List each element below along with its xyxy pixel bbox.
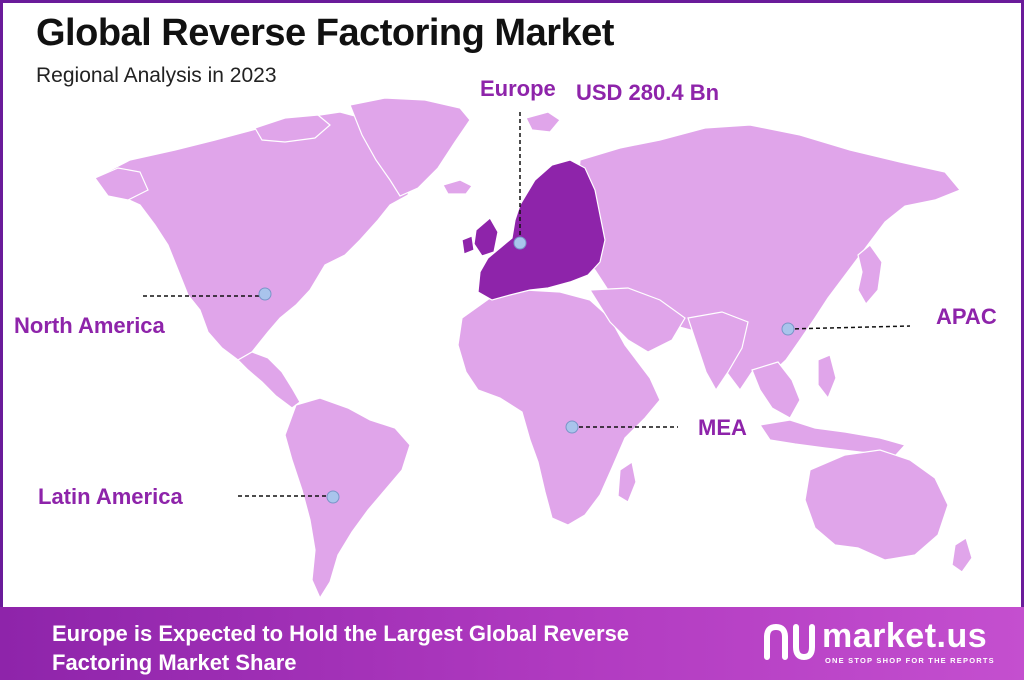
south-america-landmass — [284, 397, 411, 600]
world-map — [93, 97, 973, 600]
asia-landmass — [569, 124, 961, 392]
market-us-logo-icon — [764, 623, 815, 661]
footer-banner: Europe is Expected to Hold the Largest G… — [0, 607, 1024, 680]
leader-line-apac — [787, 325, 911, 330]
label-latin-america: Latin America — [38, 484, 183, 509]
japan-landmass — [857, 244, 883, 306]
southeast-asia-landmass — [751, 361, 801, 419]
greenland-landmass — [349, 97, 471, 197]
arctic-islands — [254, 114, 331, 143]
brand-name: market.us — [822, 617, 988, 655]
marker-europe — [513, 236, 527, 250]
marker-latin-america — [326, 490, 340, 504]
philippines-islands — [817, 354, 837, 400]
footer-text: Europe is Expected to Hold the Largest G… — [52, 621, 630, 675]
label-europe-value: USD 280.4 Bn — [576, 80, 720, 105]
australia-landmass — [804, 449, 949, 561]
brand-block: market.us ONE STOP SHOP FOR THE REPORTS — [762, 617, 1012, 669]
indonesia-islands — [758, 419, 907, 457]
brand-tagline: ONE STOP SHOP FOR THE REPORTS — [825, 656, 995, 665]
africa-landmass — [457, 289, 661, 526]
label-europe: Europe — [480, 76, 556, 101]
page-subtitle: Regional Analysis in 2023 — [36, 64, 277, 87]
label-mea: MEA — [698, 415, 747, 440]
page-title: Global Reverse Factoring Market — [36, 12, 614, 54]
new-zealand-landmass — [951, 537, 973, 573]
madagascar-landmass — [617, 461, 637, 503]
middle-east-landmass — [588, 287, 686, 353]
alaska-landmass — [94, 167, 149, 201]
central-america-landmass — [237, 351, 301, 409]
india-landmass — [687, 311, 749, 392]
marker-north-america — [258, 287, 272, 301]
ireland-landmass — [461, 235, 475, 255]
uk-landmass — [473, 217, 499, 257]
marker-apac — [781, 322, 795, 336]
label-apac: APAC — [936, 304, 997, 329]
svalbard-islands — [525, 111, 561, 133]
europe-landmass — [477, 159, 606, 301]
marker-mea — [565, 420, 579, 434]
label-north-america: North America — [14, 313, 165, 338]
iceland-landmass — [442, 179, 473, 195]
